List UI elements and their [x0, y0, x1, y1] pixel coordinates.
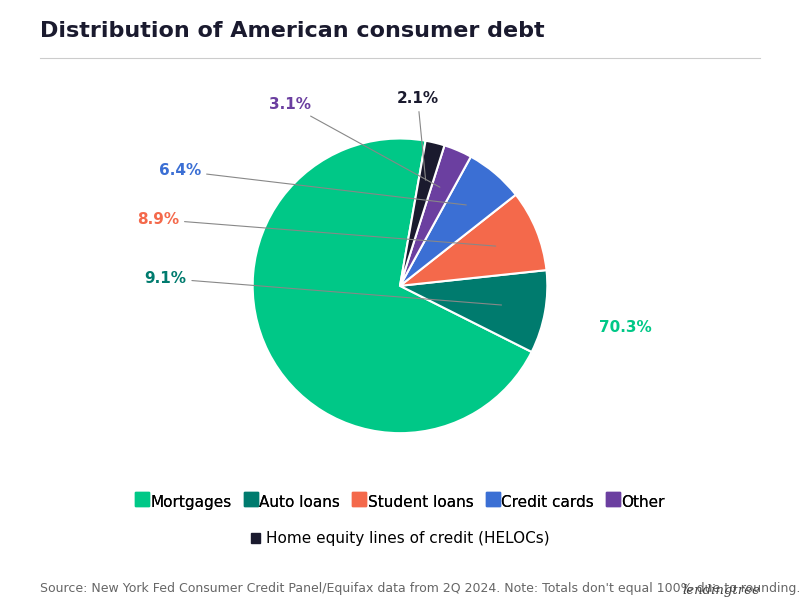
- Wedge shape: [400, 146, 471, 286]
- Text: 2.1%: 2.1%: [397, 91, 438, 180]
- Wedge shape: [400, 157, 516, 286]
- Wedge shape: [253, 138, 532, 433]
- Text: Source: New York Fed Consumer Credit Panel/Equifax data from 2Q 2024. Note: Tota: Source: New York Fed Consumer Credit Pan…: [40, 582, 800, 595]
- Text: 6.4%: 6.4%: [159, 163, 466, 205]
- Text: 3.1%: 3.1%: [269, 97, 440, 187]
- Wedge shape: [400, 141, 445, 286]
- Legend: Mortgages, Auto loans, Student loans, Credit cards, Other: Mortgages, Auto loans, Student loans, Cr…: [135, 494, 665, 510]
- Wedge shape: [400, 270, 547, 352]
- Text: 9.1%: 9.1%: [144, 271, 502, 305]
- Legend: Home equity lines of credit (HELOCs): Home equity lines of credit (HELOCs): [250, 531, 550, 547]
- Text: lendingtree: lendingtree: [682, 584, 760, 597]
- Wedge shape: [400, 195, 546, 286]
- Text: 8.9%: 8.9%: [137, 212, 496, 246]
- Text: 70.3%: 70.3%: [599, 319, 652, 335]
- Text: Distribution of American consumer debt: Distribution of American consumer debt: [40, 21, 545, 42]
